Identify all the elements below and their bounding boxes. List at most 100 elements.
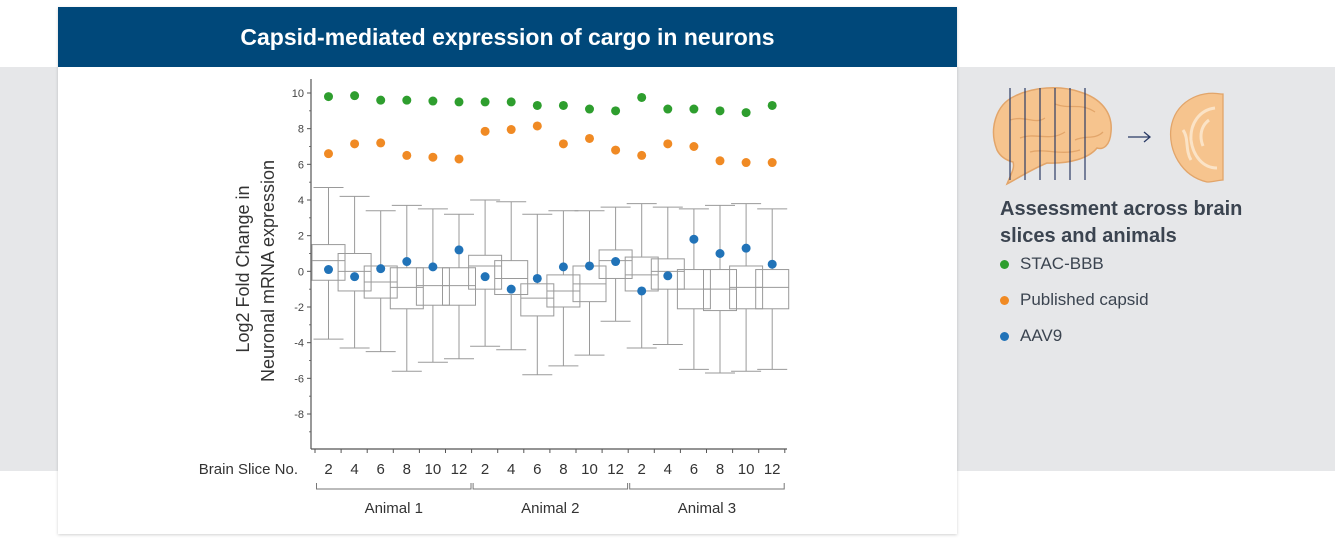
chart-title: Capsid-mediated expression of cargo in n… bbox=[58, 7, 957, 67]
chart-card: Capsid-mediated expression of cargo in n… bbox=[58, 7, 957, 534]
data-point bbox=[637, 286, 647, 296]
y-tick-label: 2 bbox=[298, 231, 304, 243]
box-rect bbox=[442, 267, 476, 306]
data-point bbox=[767, 259, 777, 269]
data-point bbox=[402, 257, 412, 267]
y-tick-label: -2 bbox=[294, 302, 304, 314]
data-point bbox=[454, 245, 464, 255]
box-rect bbox=[415, 267, 450, 306]
box-rect bbox=[520, 283, 555, 317]
data-point bbox=[532, 273, 542, 283]
data-point bbox=[480, 272, 490, 282]
data-point bbox=[741, 243, 751, 253]
data-point bbox=[637, 150, 647, 160]
x-tick-label: 2 bbox=[324, 461, 332, 478]
y-tick-label: -4 bbox=[294, 338, 304, 350]
data-point bbox=[741, 108, 751, 118]
x-tick-label: 4 bbox=[664, 461, 672, 478]
x-tick-label: 12 bbox=[764, 461, 781, 478]
data-point bbox=[454, 97, 464, 107]
brain-slices-illustration bbox=[992, 87, 1224, 186]
legend-marker bbox=[1000, 259, 1009, 269]
data-point bbox=[611, 106, 621, 116]
y-tick-label: 6 bbox=[298, 159, 304, 171]
data-point bbox=[376, 95, 386, 105]
data-point bbox=[428, 96, 438, 106]
data-point bbox=[376, 138, 386, 148]
x-tick-label: 10 bbox=[738, 461, 755, 478]
box-rect bbox=[494, 260, 529, 296]
x-tick-label: 12 bbox=[607, 461, 624, 478]
data-point bbox=[428, 262, 438, 272]
data-point bbox=[585, 104, 594, 114]
data-point bbox=[402, 150, 412, 160]
data-point bbox=[350, 91, 360, 101]
box-rect bbox=[650, 258, 685, 290]
data-point bbox=[611, 145, 621, 155]
slice-lines bbox=[1009, 88, 1086, 180]
box-rect bbox=[703, 269, 737, 312]
legend-label: Published capsid bbox=[1020, 290, 1149, 309]
panel-title: Assessment across brain slices and anima… bbox=[1000, 198, 1243, 247]
group-bracket bbox=[316, 483, 472, 490]
box-rect bbox=[311, 244, 346, 281]
x-tick-label: 8 bbox=[403, 461, 411, 478]
legend-item-published-capsid: Published capsid bbox=[1000, 289, 1149, 311]
data-point bbox=[480, 126, 490, 136]
data-point bbox=[663, 271, 673, 281]
data-point bbox=[637, 92, 647, 102]
data-point bbox=[715, 249, 725, 258]
data-point bbox=[585, 133, 594, 143]
right-arrow-icon bbox=[1128, 131, 1152, 143]
y-tick-label: -6 bbox=[294, 373, 304, 385]
box-rect bbox=[337, 253, 372, 292]
data-point bbox=[506, 284, 516, 294]
x-tick-label: 8 bbox=[559, 461, 567, 478]
x-tick-label: 6 bbox=[690, 461, 698, 478]
group-bracket bbox=[629, 483, 785, 490]
box-rect bbox=[598, 249, 633, 279]
x-tick-label: 6 bbox=[377, 461, 385, 478]
box-rect bbox=[389, 267, 424, 310]
data-point bbox=[558, 100, 568, 110]
data-point bbox=[376, 264, 386, 274]
data-point bbox=[585, 261, 594, 271]
box-rect bbox=[755, 269, 790, 310]
legend-item-stac-bbb: STAC-BBB bbox=[1000, 253, 1104, 275]
data-point bbox=[532, 100, 542, 110]
x-tick-label: 4 bbox=[350, 461, 358, 478]
y-tick-label: 8 bbox=[298, 124, 304, 136]
data-point bbox=[428, 152, 438, 162]
box-rect bbox=[624, 256, 659, 292]
data-point bbox=[558, 139, 568, 149]
data-point bbox=[532, 121, 542, 131]
legend-item-aav9: AAV9 bbox=[1000, 325, 1062, 347]
x-tick-label: 4 bbox=[507, 461, 515, 478]
x-tick-label: 2 bbox=[481, 461, 489, 478]
box-rect bbox=[468, 254, 503, 290]
brain-icon bbox=[992, 87, 1112, 186]
data-point bbox=[767, 100, 777, 110]
data-point bbox=[715, 156, 725, 166]
assessment-panel: Assessment across brain slices and anima… bbox=[985, 80, 1315, 380]
y-tick-label: -8 bbox=[294, 409, 304, 421]
group-label: Animal 1 bbox=[365, 500, 423, 517]
data-point bbox=[611, 257, 621, 267]
data-point bbox=[324, 92, 333, 102]
data-point bbox=[689, 234, 699, 244]
box-plot-chart: 10 8 6 4 2 0 -2 -4 -6 -8 2 4 6 8 10 12 2 4 6 8 10 12 2 4 6 8 10 12 B… bbox=[199, 79, 790, 517]
x-tick-label: 10 bbox=[425, 461, 442, 478]
x-tick-label: 12 bbox=[451, 461, 468, 478]
data-point bbox=[480, 97, 490, 107]
x-axis-label: Brain Slice No. bbox=[199, 461, 298, 478]
legend-marker bbox=[1000, 295, 1009, 305]
data-point bbox=[689, 104, 699, 114]
data-point bbox=[689, 142, 699, 151]
data-point bbox=[715, 106, 725, 116]
data-point bbox=[454, 154, 464, 164]
x-tick-label: 2 bbox=[638, 461, 646, 478]
data-point bbox=[741, 158, 751, 168]
data-point bbox=[506, 125, 516, 135]
data-point bbox=[767, 158, 777, 168]
data-point bbox=[663, 139, 673, 149]
